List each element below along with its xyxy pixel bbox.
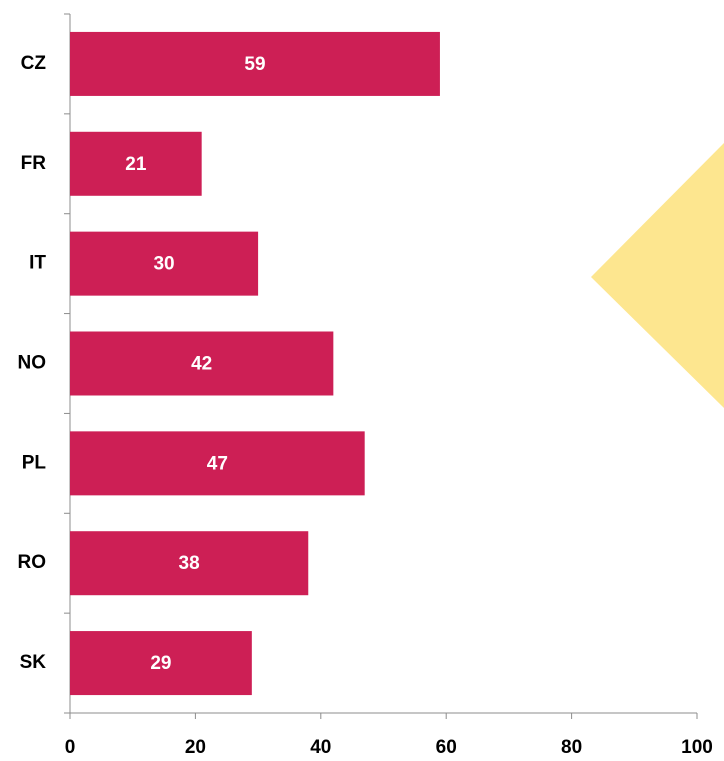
y-tick-label: SK — [20, 652, 47, 673]
y-tick-label: IT — [29, 253, 46, 274]
x-tick-label: 100 — [681, 737, 713, 758]
y-tick-label: RO — [18, 552, 47, 573]
x-tick-label: 0 — [65, 737, 76, 758]
data-label: 47 — [207, 453, 228, 474]
y-tick-label: FR — [21, 153, 47, 174]
bar — [70, 431, 365, 496]
bar — [70, 631, 252, 696]
bar — [70, 31, 440, 96]
x-tick-label: 20 — [185, 737, 206, 758]
x-tick-label: 60 — [436, 737, 457, 758]
decoration — [591, 143, 724, 408]
data-label: 29 — [150, 653, 171, 674]
data-label: 42 — [191, 354, 212, 375]
y-tick-label: CZ — [21, 53, 47, 74]
data-label: 21 — [125, 154, 147, 175]
x-tick-label: 40 — [310, 737, 331, 758]
bar — [70, 131, 202, 196]
bar — [70, 331, 334, 396]
data-label: 59 — [244, 54, 265, 75]
y-tick-label: NO — [18, 353, 47, 374]
data-label: 30 — [153, 254, 174, 275]
y-tick-label: PL — [22, 452, 47, 473]
bar — [70, 531, 309, 596]
bar — [70, 231, 259, 296]
x-tick-label: 80 — [561, 737, 582, 758]
data-label: 38 — [179, 553, 200, 574]
